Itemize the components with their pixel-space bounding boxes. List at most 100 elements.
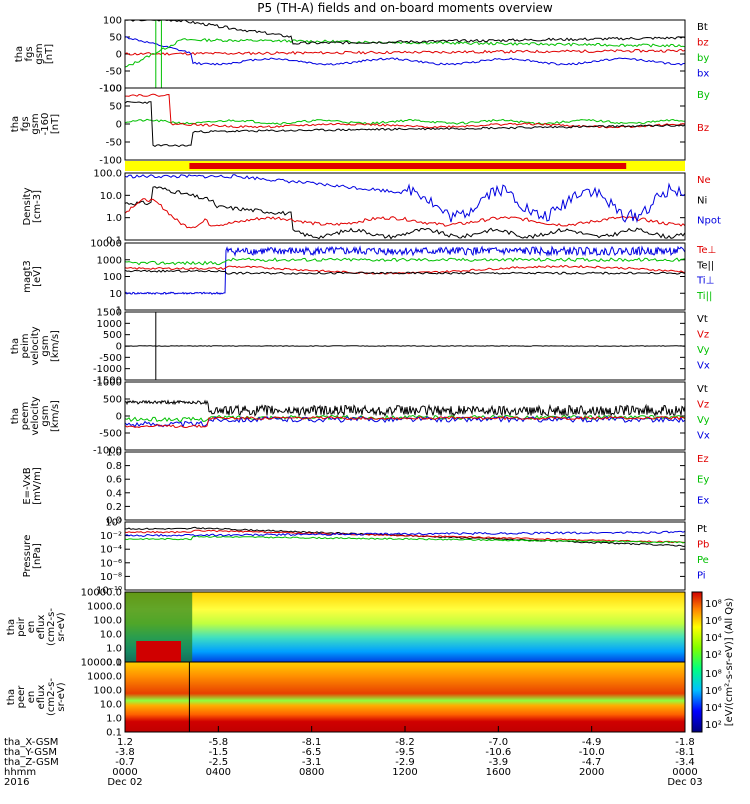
xtick-label: -8.2 [395, 737, 415, 748]
ytick-label: 10⁻² [100, 531, 122, 542]
legend-entry: Ez [697, 454, 709, 465]
xtick-label: -2.5 [209, 757, 229, 768]
ytick-label: 0 [116, 120, 122, 131]
panel-frame [124, 521, 686, 591]
ylabel-line: sr-eV) [56, 682, 67, 711]
series-bx [124, 36, 686, 66]
series-bt [124, 19, 686, 45]
ytick-label: 1.0 [106, 714, 122, 725]
xtick-label: -3.4 [675, 757, 695, 768]
series-TiPerp [124, 245, 686, 295]
ytick-label: 1000 [97, 319, 122, 330]
ytick-label: 500 [103, 395, 122, 406]
ytick-label: 100 [103, 84, 122, 95]
ytick-label: 0.2 [106, 502, 122, 513]
ytick-label: 1 [116, 306, 122, 317]
ytick-label: 500 [103, 330, 122, 341]
panel-frame [124, 242, 686, 311]
ylabel-line: en [26, 691, 37, 704]
panel-2: 100 50 0 -50 -100 tha fgs gsm -160 [nT] By Bz [10, 84, 710, 167]
xaxis-row-label: 2016 [4, 777, 29, 788]
ylabel-line: [nPa] [32, 543, 43, 569]
ytick-label: -100 [99, 84, 122, 95]
ylabel-line: (cm2-s- [46, 678, 57, 716]
ylabel-line: -160 [40, 113, 51, 136]
series-Ni [124, 186, 686, 240]
series-By [124, 118, 686, 125]
ytick-label: 0.1 [106, 658, 122, 669]
colorbar-gradient [691, 591, 703, 733]
ylabel-line: sr-eV) [56, 612, 67, 641]
ytick-label: 0 [116, 342, 122, 353]
colorbar-tick: 10⁶ [705, 686, 722, 697]
ytick-label: 0.4 [106, 488, 122, 499]
legend-entry: Vx [697, 361, 710, 372]
ytick-label: 10.0 [100, 700, 122, 711]
ytick-label: 10⁰ [105, 518, 122, 529]
legend-entry: Ex [697, 495, 709, 506]
series-TiPar [124, 257, 686, 266]
ylabel-line: tha [10, 408, 21, 424]
series-TePar [124, 269, 686, 275]
ytick-label: 10.0 [100, 191, 122, 202]
ylabel-line: peem [20, 402, 31, 430]
ytick-label: 1000 [97, 378, 122, 389]
xtick-label: -4.7 [582, 757, 602, 768]
ytick-label: 0 [116, 50, 122, 61]
ytick-label: 50 [109, 33, 122, 44]
panel-4: 10000 1000 100 10 1 magt3 [eV] Te⊥ Te|| Ti⊥ Ti|| [22, 239, 716, 317]
ylabel-line: gsm [30, 113, 41, 134]
series-Bt2 [124, 100, 686, 148]
ylabel-line: tha [6, 689, 17, 705]
ylabel-line: fgs [20, 116, 31, 131]
legend-entry: Bt [697, 22, 708, 33]
ylabel-line: [mV/m] [32, 467, 43, 505]
xaxis-row-label: hhmm [4, 767, 36, 778]
ylabel-line: [km/s] [50, 330, 61, 362]
ytick-label: 10000 [90, 239, 122, 250]
panel-1: 100 50 0 -50 -100 tha fgs gsm [nT] Bt bz by bx [14, 16, 709, 95]
xaxis-row-label: tha_X-GSM [4, 737, 58, 748]
ylabel-line: Pressure [22, 535, 33, 578]
legend-entry: Vt [697, 314, 708, 325]
legend-entry: Vy [697, 345, 710, 356]
ytick-label: 0.6 [106, 475, 122, 486]
xtick-label: -3.8 [115, 747, 135, 758]
series-Pi [124, 530, 686, 538]
ylabel-line: E=-VxB [22, 467, 33, 504]
panel-3: 100.0 10.0 1.0 0.1 Density [cm-3] Ne Ni Npot [22, 169, 721, 247]
legend-entry: Vx [697, 431, 710, 442]
xtick-label: -1.8 [675, 737, 695, 748]
ytick-label: 10.0 [100, 630, 122, 641]
ylabel-line: en [26, 621, 37, 634]
ylabel-line: tha [10, 338, 21, 354]
ytick-label: 1500 [97, 308, 122, 319]
ylabel-line: [eV] [32, 266, 43, 287]
ytick-label: -1000 [93, 446, 122, 457]
ytick-label: -1500 [93, 376, 122, 387]
colorbar-tick: 10² [705, 720, 722, 731]
xtick-label: 0400 [206, 767, 231, 778]
ylabel-line: [nT] [44, 44, 55, 64]
panel-7: 1.0 0.8 0.6 0.4 0.2 0.0 E=-VxB [mV/m] Ez Ey Ex [22, 448, 709, 527]
legend-entry: Ti|| [696, 291, 712, 302]
series-bz [124, 48, 686, 56]
ytick-label: 50 [109, 102, 122, 113]
legend-entry: Te⊥ [696, 245, 716, 256]
series-peim-vt [124, 345, 685, 347]
ytick-label: -500 [99, 429, 122, 440]
legend-entry: Pe [697, 555, 709, 566]
ytick-label: 0.0 [106, 516, 122, 527]
ytick-label: 1000 [97, 255, 122, 266]
ylabel-line: peir [16, 616, 27, 636]
series-peem-vy [124, 414, 686, 423]
legend-entry: Vt [697, 384, 708, 395]
ytick-label: -1000 [93, 364, 122, 375]
colorbar-tick: 10⁶ [705, 616, 722, 627]
legend-entry: by [697, 53, 709, 64]
xaxis-row-label: tha_Z-GSM [4, 757, 59, 768]
ylabel-line: velocity [30, 326, 41, 365]
legend-entry: bz [697, 38, 709, 49]
